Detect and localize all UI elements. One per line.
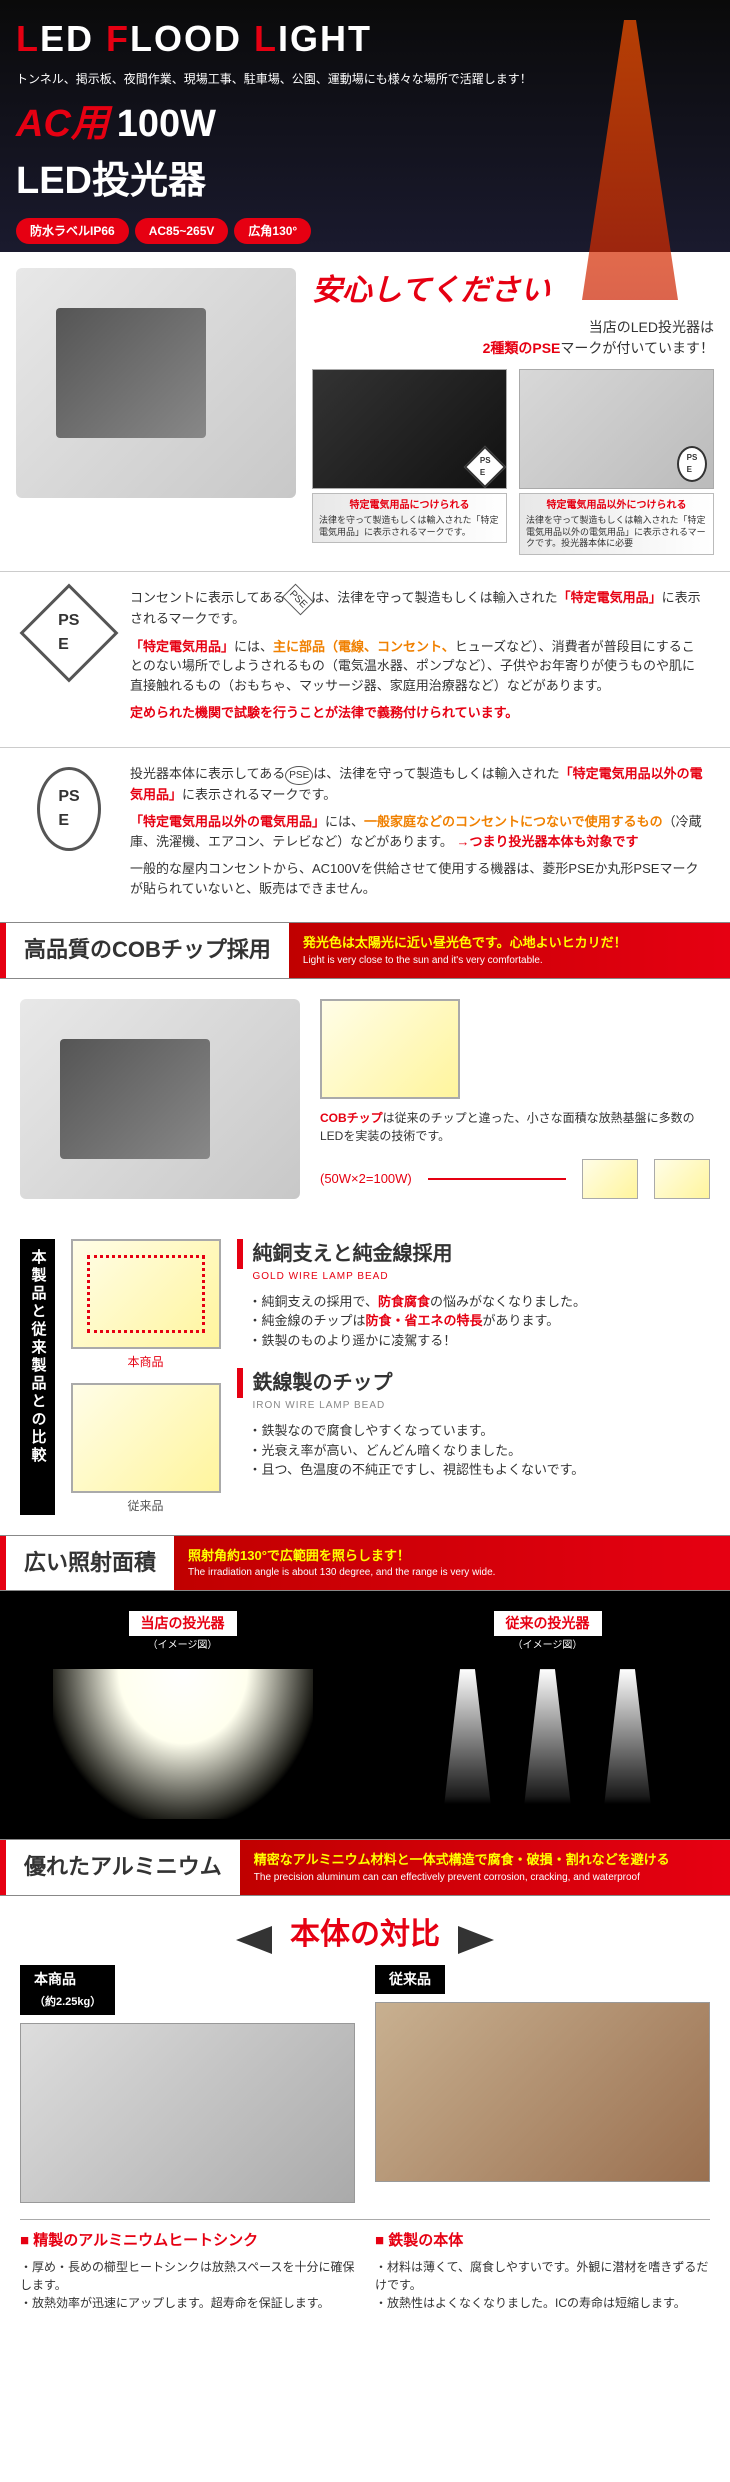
aluminum-section-bar: 優れたアルミニウム 精密なアルミニウム材料と一体式構造で腐食・破損・割れなどを避… bbox=[0, 1839, 730, 1896]
pse-card-2: PSE 特定電気用品以外につけられる 法律を守って製造もしくは輸入された「特定電… bbox=[519, 369, 714, 555]
cob-product-photo bbox=[20, 999, 300, 1199]
hero-ac-label: AC用 bbox=[16, 103, 109, 145]
gold-wire-list: ・純銅支えの採用で、防食腐食の悩みがなくなりました。 ・純金線のチップは防食・省… bbox=[249, 1292, 711, 1351]
ours-list: ・厚め・長めの櫛型ヒートシンクは放熱スペースを十分に確保します。 ・放熱効率が迅… bbox=[20, 2258, 355, 2312]
comparison-section: 本製品と従来製品との比較 本商品 従来品 純銅支えと純金線採用 GOLD WIR… bbox=[0, 1219, 730, 1535]
irradiation-content: 当店の投光器 （イメージ図） 従来の投光器 （イメージ図） bbox=[0, 1591, 730, 1839]
comparison-vertical-label: 本製品と従来製品との比較 bbox=[20, 1239, 55, 1515]
narrow-beam-graphic bbox=[385, 1669, 710, 1819]
pse-diamond-icon: PSE bbox=[24, 588, 114, 678]
cob-description: COBチップは従来のチップと違った、小さな面積な放熱基盤に多数のLEDを実装の技… bbox=[320, 1109, 710, 1145]
arrow-right-icon bbox=[458, 1926, 494, 1954]
ours-subheading: 精製のアルミニウムヒートシンク bbox=[20, 2230, 355, 2253]
cob-content: COBチップは従来のチップと違った、小さな面積な放熱基盤に多数のLEDを実装の技… bbox=[0, 979, 730, 1219]
hero-title: LED FLOOD LIGHT bbox=[16, 12, 714, 66]
iron-wire-heading: 鉄線製のチップ bbox=[237, 1368, 711, 1398]
hero-watt: 100W bbox=[117, 103, 216, 145]
theirs-subheading: 鉄製の本体 bbox=[375, 2230, 710, 2253]
chip-theirs bbox=[71, 1383, 221, 1493]
aluminum-compare-row: 本商品（約2.25kg） 従来品 bbox=[0, 1965, 730, 2219]
badge-ip66: 防水ラベルIP66 bbox=[16, 218, 129, 244]
aluminum-compare-heading: 本体の対比 bbox=[0, 1896, 730, 1965]
aluminum-detail-row: 精製のアルミニウムヒートシンク ・厚め・長めの櫛型ヒートシンクは放熱スペースを十… bbox=[0, 2220, 730, 2329]
irradiation-section-bar: 広い照射面積 照射角約130°で広範囲を照らします！ The irradiati… bbox=[0, 1535, 730, 1592]
irradiation-ours: 当店の投光器 （イメージ図） bbox=[20, 1611, 345, 1819]
wide-beam-graphic bbox=[53, 1669, 313, 1819]
badge-voltage: AC85~265V bbox=[135, 218, 229, 244]
aluminum-theirs-photo bbox=[375, 2002, 710, 2182]
cob-chip-image bbox=[320, 999, 460, 1099]
reassure-text: 当店のLED投光器は 2種類のPSEマークが付いています！ bbox=[312, 317, 714, 359]
badge-angle: 広角130° bbox=[234, 218, 311, 244]
pse-diamond-block: PSE コンセントに表示してあるPSEは、法律を守って製造もしくは輸入された「特… bbox=[0, 571, 730, 747]
pse-card-1: PSE 特定電気用品につけられる 法律を守って製造もしくは輸入された「特定電気用… bbox=[312, 369, 507, 555]
pse-ellipse-block: PSE 投光器本体に表示してあるPSEは、法律を守って製造もしくは輸入された「特… bbox=[0, 747, 730, 923]
aluminum-ours-photo bbox=[20, 2023, 355, 2203]
cob-mini-chips: (50W×2=100W) bbox=[320, 1159, 710, 1199]
theirs-list: ・材料は薄くて、腐食しやすいです。外観に潜材を嗜きずるだけです。 ・放熱性はよく… bbox=[375, 2258, 710, 2312]
cob-section-bar: 高品質のCOBチップ採用 発光色は太陽光に近い昼光色です。心地よいヒカリだ！ L… bbox=[0, 922, 730, 979]
gold-wire-heading: 純銅支えと純金線採用 bbox=[237, 1239, 711, 1269]
hero-banner: LED FLOOD LIGHT トンネル、掲示板、夜間作業、現場工事、駐車場、公… bbox=[0, 0, 730, 252]
cob-bar-desc: 発光色は太陽光に近い昼光色です。心地よいヒカリだ！ Light is very … bbox=[289, 923, 730, 978]
chip-ours bbox=[71, 1239, 221, 1349]
pse-card-row: PSE 特定電気用品につけられる 法律を守って製造もしくは輸入された「特定電気用… bbox=[312, 369, 714, 555]
cob-bar-title: 高品質のCOBチップ採用 bbox=[0, 923, 289, 978]
hero-subtitle: トンネル、掲示板、夜間作業、現場工事、駐車場、公園、運動場にも様々な場所で活躍し… bbox=[16, 70, 714, 88]
arrow-left-icon bbox=[236, 1926, 272, 1954]
aluminum-ours: 本商品（約2.25kg） bbox=[20, 1965, 355, 2203]
irradiation-theirs: 従来の投光器 （イメージ図） bbox=[385, 1611, 710, 1819]
product-photo bbox=[16, 268, 296, 498]
pse-ellipse-icon: PSE bbox=[24, 764, 114, 854]
aluminum-theirs: 従来品 bbox=[375, 1965, 710, 2203]
iron-wire-list: ・鉄製なので腐食しやすくなっています。 ・光衰え率が高い、どんどん暗くなりました… bbox=[249, 1421, 711, 1480]
